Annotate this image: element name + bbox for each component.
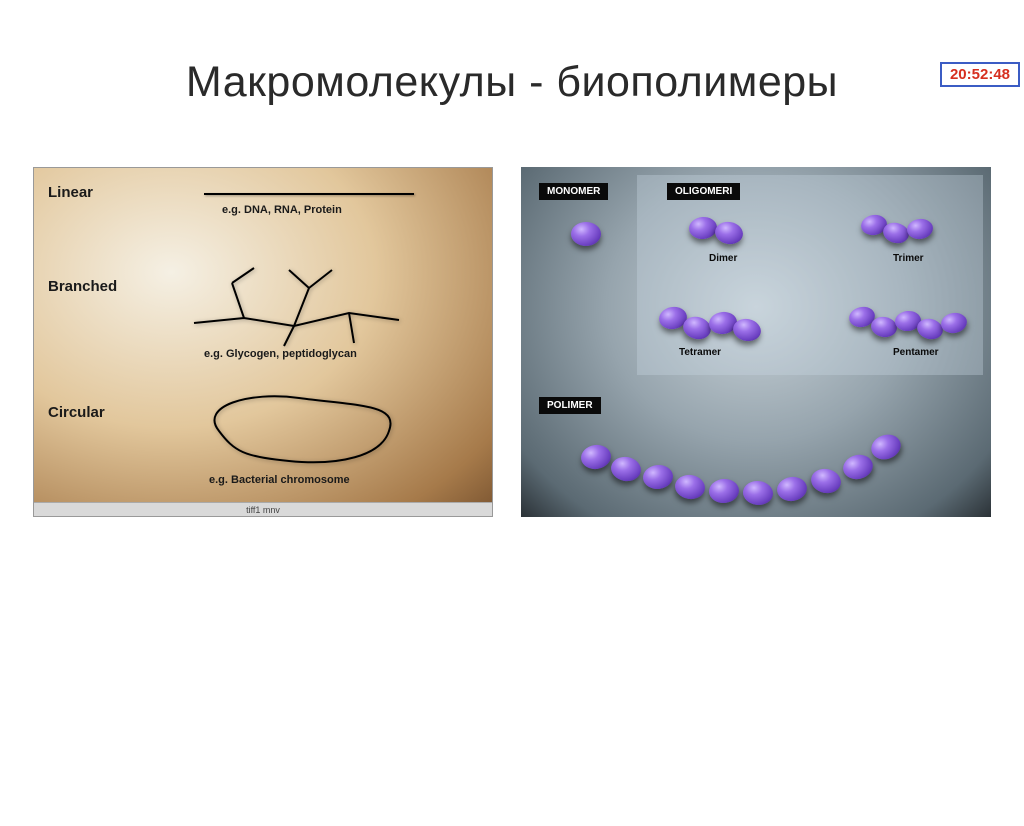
monomer-polymer-panel: MONOMER OLIGOMERI POLIMER Dimer Trimer T… bbox=[521, 167, 991, 517]
linear-shape bbox=[204, 193, 414, 195]
footer-bar: tiff1 mnv bbox=[34, 502, 492, 516]
branched-eg: e.g. Glycogen, peptidoglycan bbox=[204, 348, 357, 360]
timestamp-box: 20:52:48 bbox=[940, 62, 1020, 87]
page-title: Макромолекулы - биополимеры bbox=[0, 58, 1024, 107]
circular-shape bbox=[189, 386, 409, 476]
monomer-tag: MONOMER bbox=[539, 181, 608, 200]
timestamp-text: 20:52:48 bbox=[950, 66, 1010, 83]
trimer-label: Trimer bbox=[893, 253, 924, 264]
footer-text: tiff1 mnv bbox=[246, 505, 280, 515]
linear-label: Linear bbox=[48, 184, 93, 201]
circular-eg: e.g. Bacterial chromosome bbox=[209, 474, 350, 486]
dimer-label: Dimer bbox=[709, 253, 737, 264]
polimer-bead bbox=[841, 452, 876, 483]
polimer-bead bbox=[579, 443, 612, 471]
oligomeri-tag: OLIGOMERI bbox=[667, 181, 740, 200]
polimer-bead bbox=[708, 478, 740, 504]
polimer-bead bbox=[868, 431, 904, 464]
polimer-bead bbox=[742, 479, 774, 506]
circular-label: Circular bbox=[48, 404, 105, 421]
monomer-bead bbox=[571, 222, 601, 246]
polimer-bead bbox=[809, 466, 843, 496]
pentamer-label: Pentamer bbox=[893, 347, 939, 358]
polimer-tag: POLIMER bbox=[539, 395, 601, 414]
polimer-bead bbox=[673, 473, 706, 501]
polimer-bead bbox=[775, 475, 808, 503]
linear-eg: e.g. DNA, RNA, Protein bbox=[222, 204, 342, 216]
polimer-bead bbox=[642, 463, 674, 490]
branched-shape bbox=[184, 258, 414, 348]
panels-row: Linear e.g. DNA, RNA, Protein Branched e… bbox=[0, 167, 1024, 517]
polimer-bead bbox=[609, 455, 643, 484]
branched-label: Branched bbox=[48, 278, 117, 295]
oligomer-region bbox=[637, 175, 983, 375]
polymer-shapes-panel: Linear e.g. DNA, RNA, Protein Branched e… bbox=[33, 167, 493, 517]
tetramer-label: Tetramer bbox=[679, 347, 721, 358]
